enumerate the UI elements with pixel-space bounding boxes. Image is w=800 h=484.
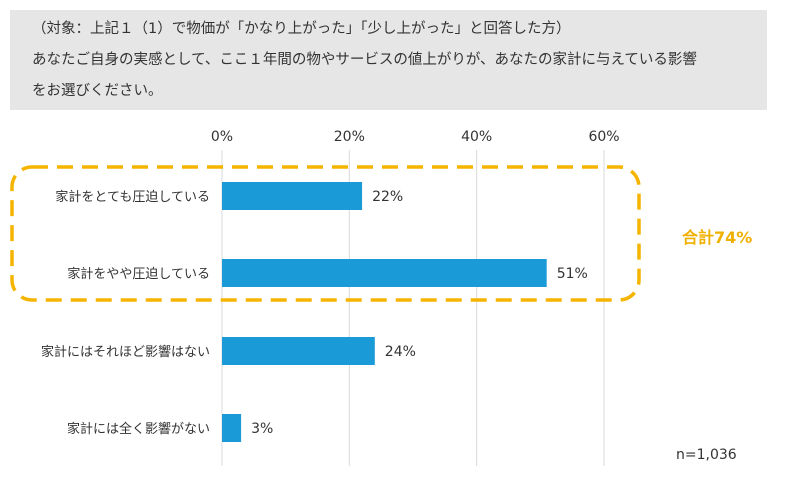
highlight-dashed-box	[10, 165, 641, 302]
question-line-3: をお選びください。	[32, 83, 163, 99]
x-tick-label-60: 60%	[588, 129, 619, 145]
sample-size-label: n=1,036	[676, 447, 737, 463]
value-label-4: 3%	[251, 421, 273, 437]
value-label-3: 24%	[385, 344, 416, 360]
question-line-1: （対象：上記１（1）で物価が「かなり上がった」「少し上がった」と回答した方）	[32, 21, 571, 37]
x-tick-label-0: 0%	[211, 129, 233, 145]
value-label-1: 22%	[372, 189, 403, 205]
category-label-4: 家計には全く影響がない	[67, 421, 210, 437]
value-label-2: 51%	[557, 266, 588, 282]
question-line-2: あなたご自身の実感として、ここ１年間の物やサービスの値上がりが、あなたの家計に与…	[32, 52, 697, 68]
bar-4	[222, 414, 242, 442]
x-tick-label-20: 20%	[334, 129, 365, 145]
category-label-1: 家計をとても圧迫している	[55, 189, 210, 205]
bar-1	[222, 182, 363, 210]
x-tick-label-40: 40%	[461, 129, 492, 145]
highlight-total-label: 合計74%	[682, 228, 753, 247]
bar-2	[222, 259, 547, 287]
bar-3	[222, 337, 375, 365]
category-label-3: 家計にはそれほど影響はない	[41, 344, 210, 360]
question-box: （対象：上記１（1）で物価が「かなり上がった」「少し上がった」と回答した方） あ…	[10, 10, 767, 110]
category-label-2: 家計をやや圧迫している	[67, 266, 210, 282]
